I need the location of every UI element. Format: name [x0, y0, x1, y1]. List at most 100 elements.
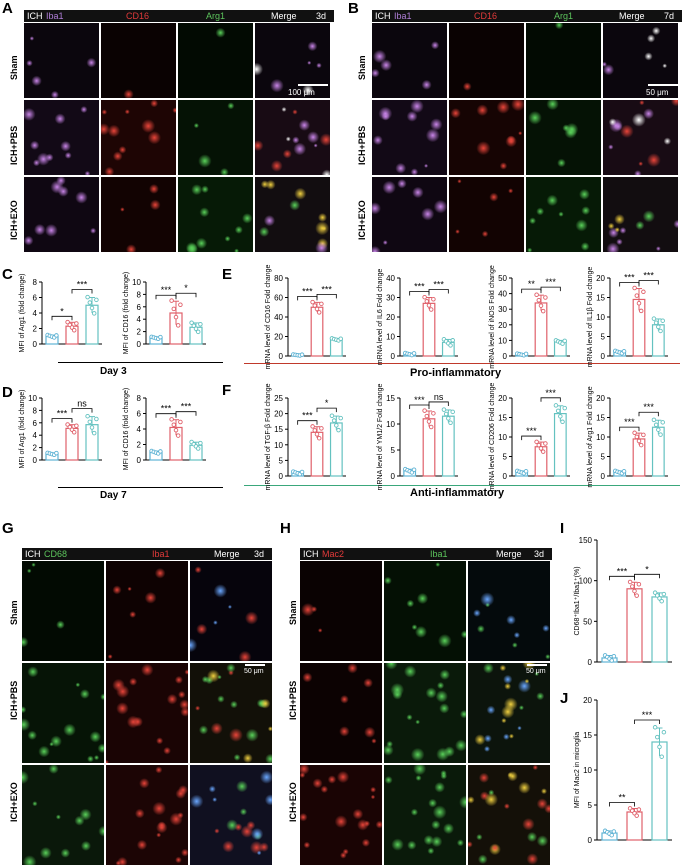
- panel-b-tile-r3-c4: [603, 177, 678, 252]
- y-axis-label: mRNA level of Arg1 Fold change: [587, 386, 594, 487]
- significance-bracket: [316, 293, 337, 299]
- data-point: [638, 442, 644, 448]
- data-point: [636, 301, 642, 306]
- header-cd16: CD16: [474, 11, 498, 21]
- data-point: [446, 416, 451, 421]
- data-point: [336, 427, 341, 433]
- y-tick-label: 4: [137, 425, 142, 434]
- data-point: [611, 653, 617, 659]
- y-tick-label: 0: [503, 472, 508, 481]
- data-point: [195, 329, 201, 335]
- significance-bracket: [609, 802, 635, 807]
- data-point: [660, 420, 665, 425]
- data-point: [538, 303, 544, 308]
- significance-label: ***: [545, 277, 556, 287]
- y-tick-label: 0: [279, 352, 284, 361]
- significance-bracket: [51, 315, 73, 321]
- y-tick-label: 15: [596, 414, 605, 423]
- data-point: [422, 408, 427, 413]
- panel-label-i: I: [560, 520, 565, 537]
- y-tick-label: 20: [596, 274, 605, 283]
- data-point: [85, 294, 90, 300]
- significance-label: *: [60, 306, 64, 316]
- data-point: [611, 829, 617, 834]
- data-point: [198, 321, 203, 327]
- data-point: [621, 349, 627, 354]
- panel-b-tile-r2-c4: [603, 100, 678, 175]
- chart-d2: 0 2 4 6 8 MFI of CD16 (fold change) *** ***: [123, 388, 206, 470]
- y-axis-label: mRNA level of CD16 Fold change: [265, 265, 272, 370]
- significance-label: ***: [181, 402, 192, 412]
- y-tick-label: 0: [137, 340, 142, 349]
- data-point: [94, 416, 99, 422]
- y-tick-label: 150: [579, 536, 593, 545]
- header-time: 7d: [664, 11, 675, 21]
- panel-b-tile-r3-c2: [449, 177, 524, 252]
- y-tick-label: 10: [274, 441, 283, 450]
- panel-h-tile-r3-c2: [384, 765, 466, 865]
- y-tick-label: 0: [588, 836, 593, 845]
- y-tick-label: 0: [391, 472, 396, 481]
- data-point: [634, 813, 639, 818]
- y-tick-label: 20: [498, 321, 507, 330]
- panel-h-tile-r1-c3: [468, 561, 550, 661]
- y-tick-label: 5: [279, 456, 284, 465]
- panel-a-tile-r2-c4: [255, 100, 330, 175]
- data-point: [195, 446, 201, 451]
- y-tick-label: 15: [583, 731, 592, 740]
- data-point: [426, 419, 432, 424]
- panel-a-tile-r1-c1: [24, 23, 99, 98]
- data-point: [422, 294, 427, 300]
- header-merge: Merge: [271, 11, 297, 21]
- data-point: [634, 293, 640, 298]
- bar: [626, 811, 643, 841]
- data-point: [641, 432, 646, 438]
- y-axis-label: mRNA level of iNOS Fold change: [489, 265, 496, 369]
- significance-label: ***: [545, 388, 556, 398]
- panel-g-tile-r3-c3: [190, 765, 272, 865]
- panel-label-c: C: [2, 266, 13, 283]
- significance-bracket: [409, 404, 430, 409]
- significance-label: ***: [414, 282, 425, 292]
- data-point: [651, 417, 657, 423]
- panel-label-e: E: [222, 266, 233, 283]
- data-point: [609, 832, 614, 838]
- y-tick-label: 40: [498, 290, 507, 299]
- bar: [441, 415, 455, 477]
- y-tick-label: 30: [498, 305, 507, 314]
- y-tick-label: 100: [579, 577, 593, 586]
- y-tick-label: 2: [33, 325, 38, 334]
- scale-bar-a-label: 100 μm: [288, 88, 315, 97]
- data-point: [523, 469, 529, 474]
- data-point: [314, 432, 320, 437]
- significance-label: ***: [526, 426, 537, 436]
- y-tick-label: 2: [137, 328, 142, 337]
- data-point: [428, 307, 434, 312]
- y-tick-label: 20: [274, 333, 283, 342]
- data-point: [424, 413, 430, 419]
- significance-label: *: [645, 564, 649, 574]
- significance-bracket: [428, 401, 449, 406]
- significance-label: **: [618, 793, 626, 803]
- y-axis-label: mRNA level of TGF-β Fold change: [265, 383, 272, 490]
- data-point: [338, 415, 343, 421]
- data-point: [85, 413, 90, 419]
- y-tick-label: 2: [137, 441, 142, 450]
- data-point: [87, 419, 93, 425]
- data-point: [540, 308, 546, 314]
- y-tick-label: 4: [137, 315, 142, 324]
- panel-g-tile-r1-c3: [190, 561, 272, 661]
- panel-a-tile-r2-c2: [101, 100, 176, 175]
- panel-b-tile-r2-c3: [526, 100, 601, 175]
- scale-bar-b-label: 50 μm: [646, 88, 669, 97]
- significance-bracket: [51, 418, 73, 423]
- y-tick-label: 5: [503, 453, 508, 462]
- scale-bar-h: [527, 664, 547, 666]
- header-arg1: Arg1: [554, 11, 574, 21]
- panel-b-tile-r3-c3: [526, 177, 601, 252]
- data-point: [338, 336, 343, 341]
